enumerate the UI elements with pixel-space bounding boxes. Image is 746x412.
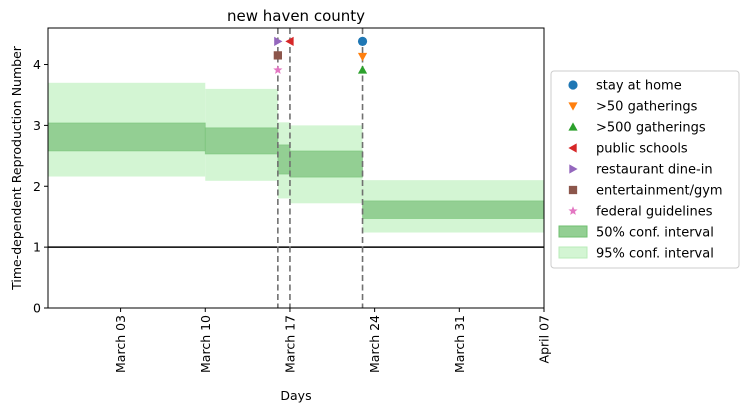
- legend-item: 50% conf. interval: [558, 225, 714, 241]
- legend: stay at home >50 gatherings >500 gathering…: [550, 70, 740, 269]
- y-tick-label: 4: [33, 57, 41, 72]
- chart-title: new haven county: [227, 7, 365, 25]
- marker-restaurant-dine-in: [274, 36, 283, 46]
- legend-label: >500 gatherings: [596, 121, 706, 136]
- intervention-lines-group: [277, 28, 364, 308]
- legend-marker: [569, 164, 578, 174]
- legend-swatch: [558, 246, 588, 259]
- legend-marker: [568, 185, 578, 195]
- y-tick-label: 3: [33, 118, 41, 133]
- legend-label: federal guidelines: [596, 205, 713, 220]
- legend-label: 95% conf. interval: [596, 247, 714, 262]
- legend-item: >50 gatherings: [568, 100, 698, 115]
- legend-marker: [568, 102, 578, 111]
- intervention-markers-group: [273, 36, 368, 74]
- legend-label: restaurant dine-in: [596, 163, 713, 178]
- legend-marker: [568, 122, 578, 131]
- marker-entertainment-gym: [273, 51, 282, 60]
- y-axis-label: Time-dependent Reproduction Number: [9, 45, 24, 291]
- legend-marker: [568, 206, 578, 215]
- y-tick-label: 2: [33, 179, 41, 194]
- x-axis-label: Days: [280, 388, 311, 403]
- conf-50-segment: [277, 144, 291, 175]
- legend-item: entertainment/gym: [568, 184, 723, 199]
- plot-frame: [47, 27, 545, 309]
- conf-50-segment: [289, 150, 363, 178]
- conf-50-segment: [47, 122, 206, 152]
- legend-item: public schools: [568, 142, 688, 157]
- marker-federal-guidelines: [273, 65, 283, 74]
- y-tick-label: 1: [33, 240, 41, 255]
- x-tick-label: April 07: [537, 315, 552, 363]
- conf-50-segment: [362, 200, 545, 219]
- legend-marker: [568, 80, 578, 90]
- x-axis: March 03 March 10 March 17 March 24 March 31…: [113, 308, 552, 373]
- plot-area: [47, 28, 545, 308]
- x-tick-label: March 03: [113, 315, 128, 373]
- legend-item: >500 gatherings: [568, 121, 706, 136]
- marker-stay-at-home: [357, 36, 368, 46]
- legend-item: restaurant dine-in: [569, 163, 713, 178]
- legend-label: entertainment/gym: [596, 184, 723, 199]
- marker-500-gatherings: [357, 65, 368, 74]
- legend-label: public schools: [596, 142, 688, 157]
- legend-item: stay at home: [568, 79, 682, 94]
- x-tick-label: March 24: [367, 315, 382, 373]
- legend-label: 50% conf. interval: [596, 226, 714, 241]
- legend-marker: [568, 143, 577, 153]
- x-tick-label: March 17: [282, 315, 297, 373]
- y-axis: 0 1 2 3 4: [33, 57, 48, 316]
- legend-item: federal guidelines: [568, 205, 713, 220]
- x-tick-label: March 10: [198, 315, 213, 373]
- x-tick-label: March 31: [452, 315, 467, 373]
- conf-50-band-group: [47, 122, 545, 219]
- marker-public-schools: [285, 36, 294, 46]
- conf-50-segment: [204, 127, 279, 155]
- legend-label: stay at home: [596, 79, 682, 94]
- legend-swatch: [558, 225, 588, 238]
- marker-50-gatherings: [357, 52, 368, 62]
- legend-label: >50 gatherings: [596, 100, 698, 115]
- legend-box: [550, 70, 740, 269]
- y-tick-label: 0: [33, 301, 41, 316]
- legend-item: 95% conf. interval: [558, 246, 714, 262]
